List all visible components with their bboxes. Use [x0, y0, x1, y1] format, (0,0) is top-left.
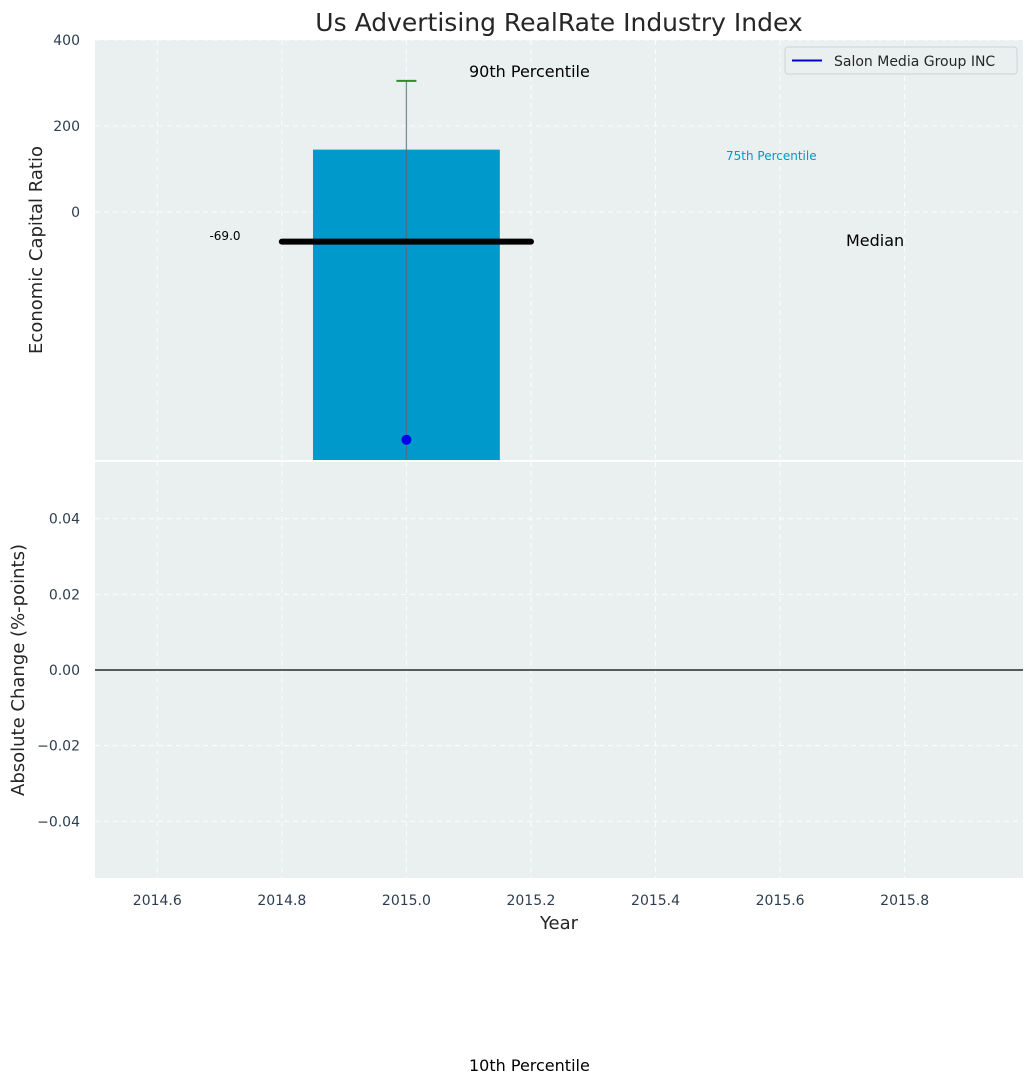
x-tick-label: 2015.4 — [631, 893, 680, 909]
x-tick-label: 2014.8 — [257, 893, 306, 909]
x-ticks: 2014.6 2014.8 2015.0 2015.2 2015.4 2015.6 2015… — [133, 893, 929, 909]
legend-box — [784, 46, 1018, 75]
annotation-90th-percentile: 90th Percentile — [469, 62, 590, 81]
x-tick-label: 2015.0 — [382, 893, 431, 909]
x-tick-label: 2014.6 — [133, 893, 182, 909]
bottom-y-tick-label: 0.04 — [49, 512, 80, 528]
top-y-tick-label: 200 — [53, 119, 80, 135]
bottom-y-tick-label: 0.00 — [49, 663, 80, 679]
chart-title: Us Advertising RealRate Industry Index — [315, 8, 802, 37]
top-y-tick-label: 400 — [53, 33, 80, 49]
top-y-ticks: 400 200 0 — [53, 33, 80, 221]
top-panel: 400 200 0 -69.0 90th Percentile 75th Perce… — [26, 33, 1023, 461]
x-axis-label: Year — [539, 913, 579, 934]
bottom-y-axis-label: Absolute Change (%-points) — [8, 544, 29, 796]
top-plot-area — [95, 40, 1023, 460]
bottom-y-tick-label: 0.02 — [49, 587, 80, 603]
x-tick-label: 2015.6 — [756, 893, 805, 909]
company-point — [401, 434, 412, 445]
bottom-y-tick-label: −0.04 — [37, 814, 80, 830]
x-tick-label: 2015.8 — [880, 893, 929, 909]
bottom-y-ticks: 0.04 0.02 0.00 −0.02 −0.04 — [37, 512, 80, 831]
x-tick-label: 2015.2 — [506, 893, 555, 909]
bottom-y-tick-label: −0.02 — [37, 739, 80, 755]
median-value-label: -69.0 — [209, 229, 240, 243]
top-y-axis-label: Economic Capital Ratio — [26, 146, 47, 354]
annotation-median: Median — [846, 231, 904, 250]
top-y-tick-label: 0 — [71, 205, 80, 221]
legend: Salon Media Group INC — [784, 46, 1018, 75]
legend-entry-salon-media: Salon Media Group INC — [834, 54, 995, 70]
bottom-panel: 0.04 0.02 0.00 −0.02 −0.04 Absolute Change (… — [8, 462, 1023, 878]
annotation-75th-percentile: 75th Percentile — [726, 149, 817, 163]
annotation-10th-percentile: 10th Percentile — [469, 1056, 590, 1075]
